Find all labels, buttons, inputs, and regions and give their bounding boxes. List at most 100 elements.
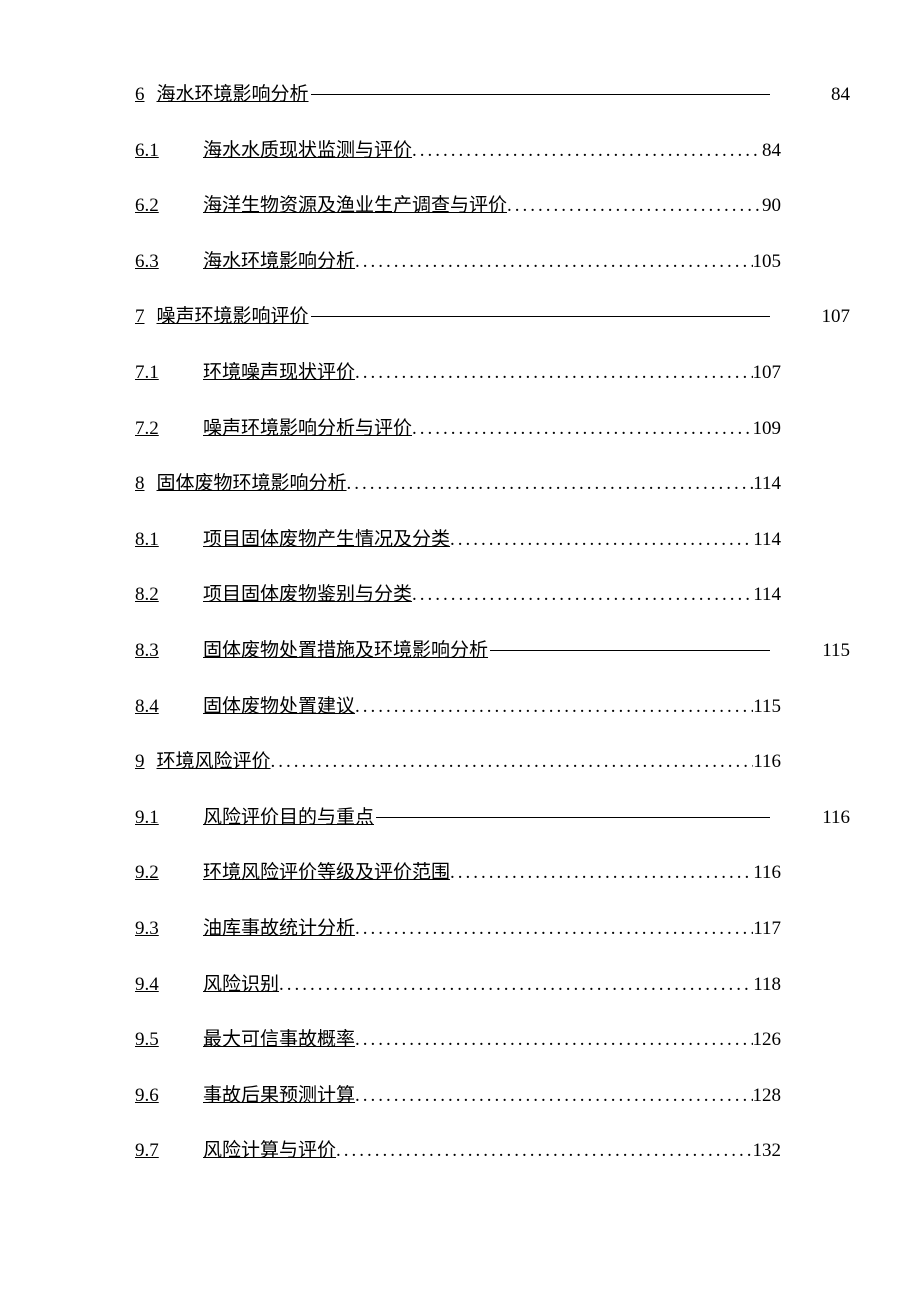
toc-page: 114 [753, 582, 781, 609]
toc-page: 117 [753, 916, 781, 943]
toc-number: 9.2 [135, 860, 203, 887]
toc-title: 固体废物环境影响分析 [157, 471, 347, 498]
toc-leader: ........................................… [450, 860, 753, 887]
toc-leader: ........................................… [336, 1138, 752, 1165]
toc-leader: ........................................… [355, 360, 752, 387]
toc-leader [374, 808, 773, 823]
toc-page: 84 [762, 138, 781, 165]
toc-entry[interactable]: 9.5最大可信事故概率.............................… [135, 1027, 850, 1054]
toc-title: 噪声环境影响评价 [157, 304, 309, 331]
toc-title: 油库事故统计分析 [203, 916, 355, 943]
toc-title: 海水水质现状监测与评价 [203, 138, 412, 165]
toc-leader: ........................................… [347, 471, 754, 498]
toc-page: 107 [753, 360, 782, 387]
toc-page: 114 [753, 527, 781, 554]
toc-entry[interactable]: 9.1风险评价目的与重点116116 [135, 805, 850, 832]
toc-entry[interactable]: 7.2噪声环境影响分析与评价..........................… [135, 416, 850, 443]
toc-page: 116 [753, 860, 781, 887]
toc-number: 6.1 [135, 138, 203, 165]
toc-number: 9.4 [135, 972, 203, 999]
toc-entry[interactable]: 8.4固体废物处置建议.............................… [135, 694, 850, 721]
toc-entry[interactable]: 6海水环境影响分析8484 [135, 82, 850, 109]
toc-number: 9.3 [135, 916, 203, 943]
toc-number: 9.7 [135, 1138, 203, 1165]
toc-title: 固体废物处置措施及环境影响分析 [203, 638, 488, 665]
toc-leader [488, 641, 773, 656]
toc-entry[interactable]: 7噪声环境影响评价107107 [135, 304, 850, 331]
toc-leader: ........................................… [355, 694, 753, 721]
toc-leader: ........................................… [355, 1027, 752, 1054]
toc-leader: ........................................… [355, 249, 752, 276]
toc-title: 风险识别 [203, 972, 279, 999]
toc-entry[interactable]: 9.4风险识别.................................… [135, 972, 850, 999]
toc-leader: ........................................… [355, 1083, 752, 1110]
toc-entry[interactable]: 8.3固体废物处置措施及环境影响分析115115 [135, 638, 850, 665]
toc-leader: ........................................… [450, 527, 753, 554]
toc-leader: ........................................… [412, 582, 753, 609]
toc-title: 海水环境影响分析 [157, 82, 309, 109]
toc-page: 114 [753, 471, 781, 498]
toc-number: 7 [135, 304, 145, 331]
toc-page: 126 [753, 1027, 782, 1054]
toc-title: 风险评价目的与重点 [203, 805, 374, 832]
toc-leader [309, 307, 773, 322]
toc-title: 风险计算与评价 [203, 1138, 336, 1165]
toc-entry[interactable]: 8 固体废物环境影响分析.............................… [135, 471, 850, 498]
toc-title: 环境风险评价 [157, 749, 271, 776]
toc-page: 90 [762, 193, 781, 220]
toc-page: 128 [753, 1083, 782, 1110]
toc-title: 项目固体废物鉴别与分类 [203, 582, 412, 609]
toc-number: 9.1 [135, 805, 203, 832]
toc-page: 116 [781, 805, 850, 832]
toc-page: 107 [781, 304, 850, 331]
toc-entry[interactable]: 6.3海水环境影响分析.............................… [135, 249, 850, 276]
toc-number: 8.3 [135, 638, 203, 665]
toc-entry[interactable]: 7.1环境噪声现状评价.............................… [135, 360, 850, 387]
toc-entry[interactable]: 6.2海洋生物资源及渔业生产调查与评价.....................… [135, 193, 850, 220]
toc-title: 事故后果预测计算 [203, 1083, 355, 1110]
toc-number: 7.2 [135, 416, 203, 443]
toc-page: 115 [753, 694, 781, 721]
toc-leader: ........................................… [355, 916, 753, 943]
toc-container: 6海水环境影响分析84846.1海水水质现状监测与评价.............… [135, 82, 850, 1165]
toc-title: 环境噪声现状评价 [203, 360, 355, 387]
toc-page: 118 [753, 972, 781, 999]
toc-number: 8 [135, 471, 145, 498]
toc-page: 132 [753, 1138, 782, 1165]
toc-number: 9 [135, 749, 145, 776]
toc-page: 115 [781, 638, 850, 665]
toc-number: 6.2 [135, 193, 203, 220]
toc-title: 环境风险评价等级及评价范围 [203, 860, 450, 887]
toc-leader: ........................................… [412, 416, 752, 443]
toc-number: 6 [135, 82, 145, 109]
toc-entry[interactable]: 9.2环境风险评价等级及评价范围........................… [135, 860, 850, 887]
toc-number: 7.1 [135, 360, 203, 387]
toc-number: 8.1 [135, 527, 203, 554]
toc-leader: ........................................… [271, 749, 754, 776]
toc-entry[interactable]: 8.2项目固体废物鉴别与分类..........................… [135, 582, 850, 609]
toc-entry[interactable]: 9.6事故后果预测计算.............................… [135, 1083, 850, 1110]
toc-entry[interactable]: 6.1海水水质现状监测与评价..........................… [135, 138, 850, 165]
toc-page: 84 [781, 82, 850, 109]
toc-number: 8.4 [135, 694, 203, 721]
toc-title: 海水环境影响分析 [203, 249, 355, 276]
toc-entry[interactable]: 8.1项目固体废物产生情况及分类........................… [135, 527, 850, 554]
toc-title: 项目固体废物产生情况及分类 [203, 527, 450, 554]
toc-entry[interactable]: 9.3油库事故统计分析.............................… [135, 916, 850, 943]
toc-number: 9.5 [135, 1027, 203, 1054]
toc-number: 9.6 [135, 1083, 203, 1110]
toc-leader [309, 85, 773, 100]
toc-entry[interactable]: 9.7风险计算与评价..............................… [135, 1138, 850, 1165]
toc-page: 109 [753, 416, 782, 443]
toc-number: 8.2 [135, 582, 203, 609]
toc-title: 最大可信事故概率 [203, 1027, 355, 1054]
toc-number: 6.3 [135, 249, 203, 276]
toc-leader: ........................................… [412, 138, 762, 165]
toc-title: 固体废物处置建议 [203, 694, 355, 721]
toc-title: 噪声环境影响分析与评价 [203, 416, 412, 443]
toc-leader: ........................................… [279, 972, 753, 999]
toc-page: 105 [753, 249, 782, 276]
toc-page: 116 [753, 749, 781, 776]
toc-entry[interactable]: 9 环境风险评价.................................… [135, 749, 850, 776]
toc-leader: ........................................… [507, 193, 762, 220]
